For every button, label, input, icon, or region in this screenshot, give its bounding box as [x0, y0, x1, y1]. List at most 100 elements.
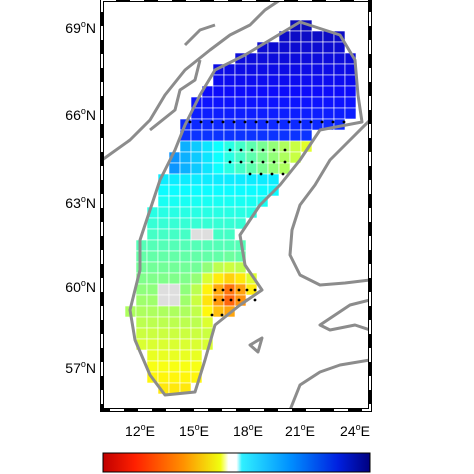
grid-cell	[168, 162, 181, 175]
grid-cell	[278, 118, 291, 131]
grid-cell	[245, 74, 258, 87]
grid-cell	[146, 272, 159, 285]
grid-cell	[234, 129, 247, 142]
grid-cell	[157, 371, 170, 384]
grid-cell	[333, 63, 346, 76]
grid-cell	[146, 327, 159, 340]
grid-cell	[190, 305, 203, 318]
grid-cell	[223, 294, 236, 307]
significance-dot	[320, 120, 324, 124]
tick-label: 24oE	[340, 422, 370, 439]
grid-cell	[146, 294, 159, 307]
grid-cell	[135, 327, 148, 340]
grid-cell	[267, 107, 280, 120]
grid-cell	[289, 74, 302, 87]
grid-cell	[201, 129, 214, 142]
grid-cell	[168, 371, 181, 384]
grid-cell	[289, 118, 302, 131]
grid-cell	[311, 96, 324, 109]
grid-cell	[168, 206, 181, 219]
significance-dot	[331, 120, 335, 124]
grid-cell	[168, 228, 181, 241]
grid-cell	[157, 272, 170, 285]
significance-dot	[210, 120, 214, 124]
grid-cell	[157, 305, 170, 318]
significance-dot	[272, 160, 276, 164]
grid-cell	[212, 74, 225, 87]
grid-cell	[311, 52, 324, 65]
grid-cell	[201, 316, 214, 329]
grid-cell	[223, 195, 236, 208]
grid-cell	[289, 52, 302, 65]
grid-cell	[201, 140, 214, 153]
significance-dot	[283, 160, 287, 164]
grid-cell	[245, 107, 258, 120]
grid-cell	[212, 250, 225, 263]
grid-cell	[322, 52, 335, 65]
grid-cell	[190, 239, 203, 252]
grid-cell	[245, 96, 258, 109]
grid-cell	[333, 52, 346, 65]
grid-cell	[146, 338, 159, 351]
grid-cell	[190, 283, 203, 296]
grid-cell	[179, 162, 192, 175]
grid-cell	[168, 250, 181, 263]
grid-cell	[322, 96, 335, 109]
grid-cell	[300, 96, 313, 109]
grid-cell	[267, 63, 280, 76]
grid-cell	[289, 30, 302, 43]
grid-cell	[256, 63, 269, 76]
grid-cell	[179, 338, 192, 351]
grid-cell	[146, 305, 159, 318]
grid-cell	[245, 195, 258, 208]
colorbar	[102, 452, 371, 473]
significance-dot	[237, 288, 241, 292]
norway-coast	[102, 0, 281, 162]
grid-cell	[190, 162, 203, 175]
significance-dot	[261, 160, 265, 164]
significance-dot	[245, 288, 249, 292]
degree-sign: o	[81, 194, 86, 204]
grid-cell	[212, 184, 225, 197]
grid-cell	[168, 261, 181, 274]
grid-cell	[157, 349, 170, 362]
degree-sign: o	[81, 278, 86, 288]
grid-cell	[278, 52, 291, 65]
grid-cell	[157, 283, 170, 296]
grid-cell	[234, 85, 247, 98]
significance-dot	[188, 120, 192, 124]
grid-cell	[168, 173, 181, 186]
grid-cell	[157, 250, 170, 263]
grid-cell	[289, 140, 302, 153]
grid-cell	[278, 85, 291, 98]
significance-dot	[199, 120, 203, 124]
grid-cell	[212, 228, 225, 241]
hemisphere: E	[200, 423, 209, 439]
grid-cell	[278, 74, 291, 87]
grid-cell	[179, 316, 192, 329]
grid-cell	[179, 195, 192, 208]
significance-dot	[239, 160, 243, 164]
grid-cell	[234, 63, 247, 76]
grid-cell	[289, 85, 302, 98]
grid-cell	[212, 107, 225, 120]
grid-cell	[245, 184, 258, 197]
grid-cell	[311, 85, 324, 98]
significance-dot	[259, 172, 263, 176]
grid-cell	[289, 107, 302, 120]
grid-cell	[157, 239, 170, 252]
grid-cell	[344, 85, 357, 98]
significance-dot	[250, 160, 254, 164]
sweden-border	[128, 20, 364, 397]
tick-label: 15oE	[179, 422, 209, 439]
significance-dot	[237, 298, 241, 302]
grid-cell	[168, 217, 181, 230]
grid-cell	[245, 173, 258, 186]
degree-value: 24	[340, 423, 356, 439]
grid-cell	[201, 162, 214, 175]
significance-dot	[248, 172, 252, 176]
grid-cell	[234, 184, 247, 197]
grid-cell	[157, 338, 170, 351]
